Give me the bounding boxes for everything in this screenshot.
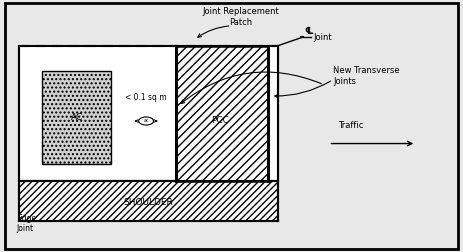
Text: Joint: Joint [313,33,332,42]
Text: Traffic: Traffic [338,121,363,131]
Bar [176,46,269,181]
Text: < 0.1 sq m: < 0.1 sq m [125,93,167,102]
Bar [42,71,112,164]
Text: ac: ac [143,118,149,123]
Bar [19,181,278,221]
Text: Joint Replacement
Patch: Joint Replacement Patch [202,7,279,27]
Text: PCC: PCC [211,116,229,125]
Text: $\mathbf{℄}$: $\mathbf{℄}$ [304,24,314,36]
Text: New Transverse
Joints: New Transverse Joints [333,66,400,86]
Text: AC: AC [71,113,83,122]
Text: SHOULDER: SHOULDER [124,198,173,207]
Text: Edge
Joint: Edge Joint [17,214,36,233]
Bar [19,46,278,181]
